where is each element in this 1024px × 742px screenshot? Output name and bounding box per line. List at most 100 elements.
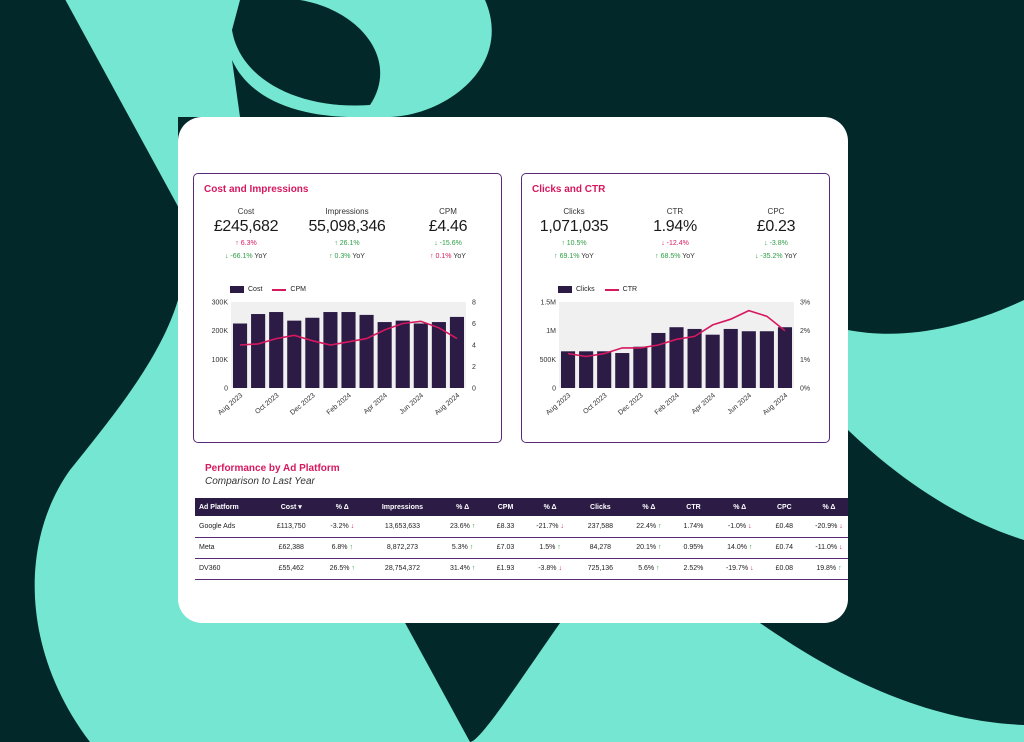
arrow-up-icon: ↑ [471,522,476,530]
bar-cost [305,317,320,388]
x-tick-label: Aug 2023 [545,392,573,417]
delta-cell: 20.1% ↑ [624,537,674,559]
bar-cost [377,322,392,388]
bar-legend-label: Clicks [576,286,595,293]
arrow-up-icon: ↑ [351,565,355,572]
bar-clicks [741,331,756,388]
column-header: % Δ [524,498,577,516]
arrow-down-icon: ↓ [750,565,754,572]
kpi-label: Impressions [325,207,369,216]
bar-clicks [560,351,576,388]
clicks-ctr-panel: Clicks and CTR Clicks 1,071,035 ↑ 10.5% ↑ 6… [521,173,830,443]
bar-cost [359,314,374,388]
kpi-change: ↑ 6.3% [235,240,257,247]
column-header: % Δ [624,498,674,516]
kpi-yoy-value: ↑ 0.3% [329,253,353,260]
delta-cell: 26.5% ↑ [318,558,367,580]
metric-cell: £0.08 [765,558,803,580]
delta-cell: 22.4% ↑ [624,516,674,538]
chart-legend: Cost CPM [230,286,306,293]
column-header[interactable]: Cost ▾ [264,498,318,516]
delta-cell: -19.7% ↓ [713,558,766,580]
bar-clicks [705,334,720,388]
metric-cell: £0.74 [765,537,803,559]
kpi-value: 55,098,346 [308,218,386,235]
column-header: CPC [765,498,803,516]
x-tick-label: Aug 2023 [217,392,245,417]
table-header-row: Ad Platform Cost ▾% Δ Impressions% Δ CPM% Δ… [195,498,848,516]
x-tick-label: Apr 2024 [363,392,389,416]
bar-cost [323,312,338,388]
bar-clicks [723,328,738,388]
kpi-yoy-value: ↑ 68.5% [655,253,683,260]
x-tick-label: Aug 2024 [762,392,790,417]
y-left-tick-label: 1M [546,328,556,335]
bar-cost [341,312,356,388]
kpi-yoy-suffix: YoY [784,253,798,260]
column-header: % Δ [318,498,367,516]
x-tick-label: Jun 2024 [727,392,754,416]
arrow-up-icon: ↑ [469,544,474,551]
panel-title: Cost and Impressions [204,184,309,195]
y-right-tick-label: 1% [800,357,810,364]
panel-title: Clicks and CTR [532,184,606,195]
table-title: Performance by Ad Platform [205,463,340,474]
kpi-label: CPC [767,207,785,216]
bar-cost [269,312,284,388]
kpi-label: CPM [439,207,457,216]
kpi-change: ↑ 26.1% [334,240,360,247]
arrow-down-icon: ↓ [748,522,752,530]
y-right-tick-label: 6 [472,321,476,328]
line-legend-label: CPM [290,286,306,293]
delta-cell: -3.2% ↓ [318,516,367,538]
kpi-yoy-suffix: YoY [682,253,695,260]
column-header: CTR [673,498,714,516]
metric-cell: 28,754,372 [366,558,439,580]
table-subtitle: Comparison to Last Year [205,476,315,487]
kpi-value: 1.94% [653,218,697,235]
kpi-label: Clicks [563,207,585,216]
x-tick-label: Aug 2024 [434,392,462,417]
cost-cpm-chart: 0 100K 200K 300K 0 2 4 6 8 Aug 2023 Oct 2023 Dec 20… [212,300,476,417]
kpi-change: ↓ -12.4% [661,240,689,247]
delta-cell: 23.6% ↑ [438,516,487,538]
metric-cell: 8,872,273 [366,537,439,559]
line-legend-label: CTR [622,286,638,293]
mint-wave-shape [848,300,1024,540]
delta-cell: 1.5% ↑ [524,537,577,559]
y-left-tick-label: 0 [552,386,556,393]
table-row: Meta £62,388 6.8% ↑ 8,872,273 5.3% ↑ £7.03 1.5… [195,537,848,559]
metric-cell: 237,588 [576,516,625,538]
arrow-down-icon: ↓ [839,544,843,551]
arrow-up-icon: ↑ [349,544,353,551]
bar-cost [251,314,266,388]
bar-cost [431,322,446,388]
delta-cell: -20.9% ↓ [802,516,848,538]
platform-cell: DV360 [195,558,265,580]
y-right-tick-label: 0 [472,386,476,393]
bar-legend-swatch [230,286,244,293]
bar-legend-label: Cost [248,286,263,293]
bar-clicks [579,351,594,388]
metric-cell: 84,278 [576,537,625,559]
delta-cell: -21.7% ↓ [524,516,577,538]
x-tick-label: Dec 2023 [617,392,645,417]
metric-cell: £62,388 [264,537,318,559]
column-header: Clicks [576,498,625,516]
y-left-tick-label: 1.5M [540,300,556,307]
kpi-cpc: CPC £0.23 ↓ -3.8% ↓ -35.2% YoY [728,207,824,260]
metric-cell: £0.48 [765,516,803,538]
y-right-tick-label: 2 [472,364,476,371]
x-tick-label: Feb 2024 [326,392,353,416]
metric-cell: 13,653,633 [366,516,439,538]
column-header: Ad Platform [195,498,265,516]
kpi-yoy-value: ↑ 69.1% [554,253,582,260]
bar-cost [449,316,465,388]
metric-cell: £8.33 [486,516,525,538]
metric-cell: 2.52% [673,558,714,580]
bar-clicks [669,327,684,388]
bar-legend-swatch [558,286,572,293]
line-cpm [239,320,458,346]
kpi-change: ↓ -15.6% [434,240,462,247]
arrow-up-icon: ↑ [656,565,660,572]
